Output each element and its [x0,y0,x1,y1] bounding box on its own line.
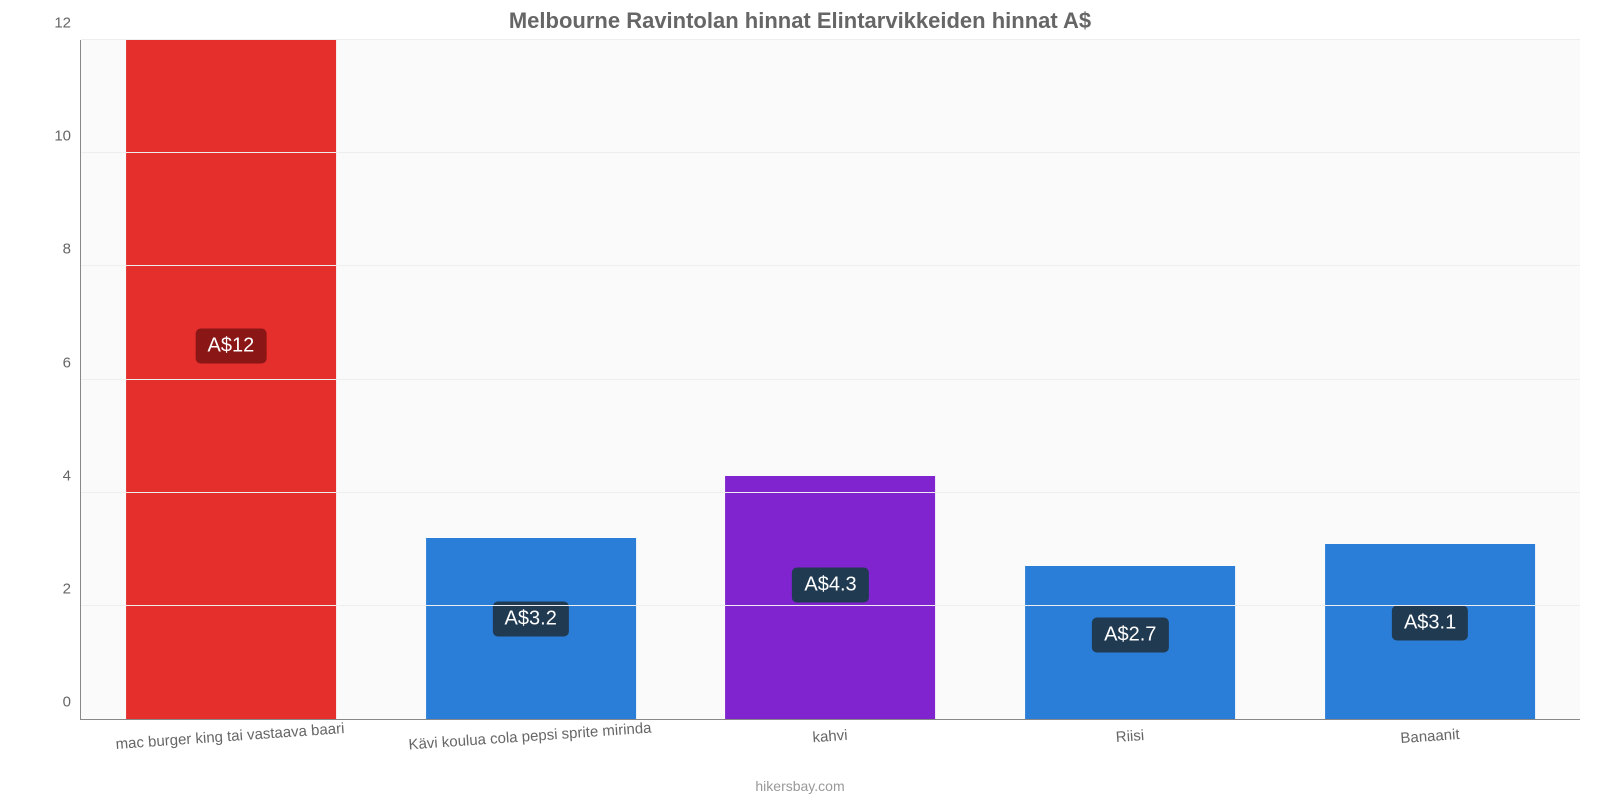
x-tick-label: Kävi koulua cola pepsi sprite mirinda [380,720,680,770]
plot-area: A$12A$3.2A$4.3A$2.7A$3.1 024681012 [80,40,1580,720]
bar-slot: A$3.1 [1280,40,1580,719]
x-tick-label: kahvi [680,720,980,770]
x-tick-label: mac burger king tai vastaava baari [80,720,380,770]
x-axis-labels: mac burger king tai vastaava baariKävi k… [80,720,1580,770]
y-tick-label: 0 [63,694,81,711]
x-tick-label: Riisi [980,720,1280,770]
value-badge: A$4.3 [792,568,868,603]
value-badge: A$12 [196,328,267,363]
value-badge: A$3.2 [493,602,569,637]
gridline [81,379,1580,380]
gridline [81,39,1580,40]
chart-title: Melbourne Ravintolan hinnat Elintarvikke… [0,8,1600,34]
y-tick-label: 2 [63,580,81,597]
bars-container: A$12 A$3.2 A$4.3 A$2.7 A$3.1 [81,40,1580,719]
credit-text: hikersbay.com [0,778,1600,794]
bar [126,40,336,719]
gridline [81,605,1580,606]
y-tick-label: 6 [63,354,81,371]
y-tick-label: 10 [54,128,81,145]
value-badge: A$2.7 [1092,617,1168,652]
y-tick-label: 4 [63,467,81,484]
value-badge: A$3.1 [1392,605,1468,640]
y-tick-label: 12 [54,15,81,32]
x-tick-label: Banaanit [1280,720,1580,770]
gridline [81,265,1580,266]
gridline [81,152,1580,153]
bar-slot: A$2.7 [980,40,1280,719]
bar-slot: A$4.3 [681,40,981,719]
bar-slot: A$3.2 [381,40,681,719]
price-bar-chart: Melbourne Ravintolan hinnat Elintarvikke… [0,0,1600,800]
y-tick-label: 8 [63,241,81,258]
bar-slot: A$12 [81,40,381,719]
gridline [81,492,1580,493]
